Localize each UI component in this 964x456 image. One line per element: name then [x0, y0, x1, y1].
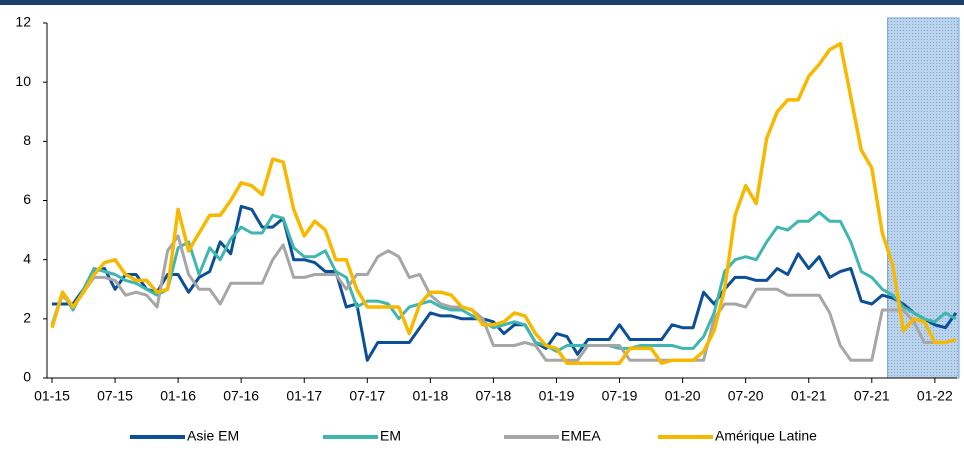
y-tick-label: 12: [15, 14, 31, 30]
y-tick-label: 2: [23, 310, 31, 326]
x-tick-label: 07-17: [349, 388, 385, 404]
x-tick-label: 01-20: [665, 388, 701, 404]
x-tick-label: 07-21: [854, 388, 890, 404]
x-tick-label: 01-15: [34, 388, 70, 404]
legend-label: Amérique Latine: [715, 428, 817, 444]
x-tick-label: 07-19: [602, 388, 638, 404]
x-tick-label: 01-17: [286, 388, 322, 404]
y-tick-label: 8: [23, 132, 31, 148]
legend-label: EM: [380, 428, 401, 444]
x-tick-label: 01-16: [160, 388, 196, 404]
legend-label: EMEA: [561, 428, 601, 444]
top-bar: [0, 0, 964, 5]
x-tick-label: 07-15: [97, 388, 133, 404]
series-line: [50, 41, 957, 365]
y-tick-label: 4: [23, 250, 31, 266]
x-tick-label: 01-21: [791, 388, 827, 404]
y-tick-label: 6: [23, 191, 31, 207]
series-line: [50, 210, 957, 353]
legend-label: Asie EM: [187, 428, 239, 444]
y-tick-label: 0: [23, 369, 31, 385]
x-tick-label: 01-18: [412, 388, 448, 404]
x-tick-label: 07-18: [476, 388, 512, 404]
x-tick-label: 07-16: [223, 388, 259, 404]
series-line: [50, 234, 957, 362]
x-tick-label: 01-19: [539, 388, 575, 404]
series-line: [52, 204, 958, 362]
y-tick-label: 10: [15, 73, 31, 89]
x-tick-label: 01-22: [917, 388, 953, 404]
x-tick-label: 07-20: [728, 388, 764, 404]
